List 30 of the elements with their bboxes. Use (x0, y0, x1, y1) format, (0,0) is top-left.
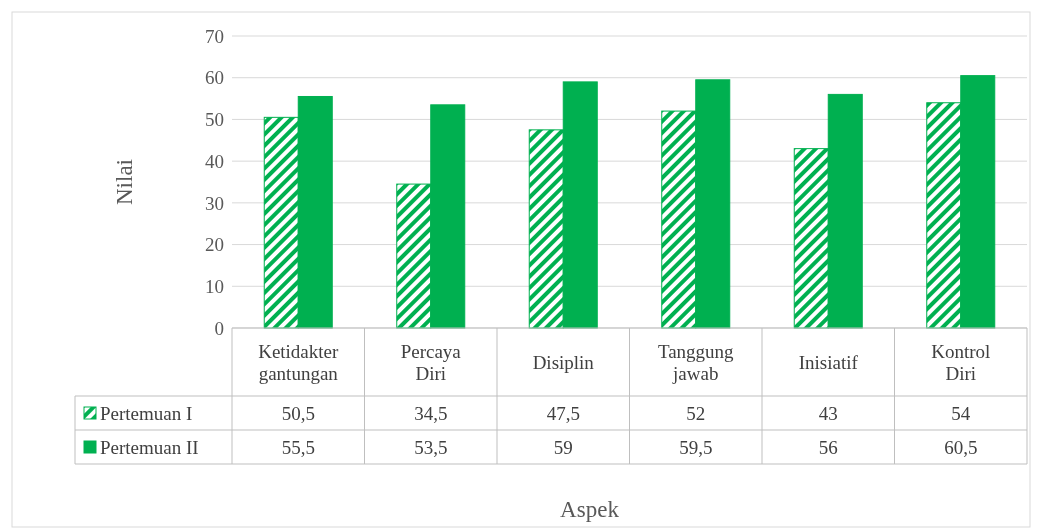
x-axis-title: Aspek (560, 497, 620, 522)
y-tick-label: 0 (214, 317, 224, 339)
data-label: 52 (686, 402, 706, 424)
y-tick-label: 70 (205, 25, 224, 47)
y-tick-label: 40 (205, 150, 224, 172)
legend-label: Pertemuan II (100, 436, 199, 458)
y-tick-label: 30 (205, 192, 224, 214)
data-label: 34,5 (414, 402, 448, 424)
data-label: 47,5 (546, 402, 580, 424)
x-tick-label: Disiplin (532, 351, 595, 373)
y-axis-title: Nilai (112, 159, 137, 205)
data-label: 56 (818, 436, 838, 458)
data-label: 60,5 (944, 436, 978, 458)
data-label: 43 (818, 402, 838, 424)
x-tick-label: Ketidakter gantungan (258, 340, 340, 384)
y-tick-label: 10 (205, 275, 224, 297)
x-tick-label: Kontrol Diri (931, 340, 991, 384)
data-label: 50,5 (281, 402, 315, 424)
x-tick-label: Tanggung jawab (657, 340, 735, 384)
legend-label: Pertemuan I (100, 402, 193, 424)
x-tick-label: Inisiatif (798, 351, 859, 373)
data-label: 59,5 (679, 436, 713, 458)
y-tick-label: 50 (205, 109, 224, 131)
y-tick-label: 20 (205, 234, 224, 256)
x-tick-label: Percaya Diri (400, 340, 462, 384)
data-label: 54 (951, 402, 971, 424)
data-label: 53,5 (414, 436, 448, 458)
data-label: 55,5 (281, 436, 315, 458)
y-tick-label: 60 (205, 67, 224, 89)
data-label: 59 (553, 436, 573, 458)
